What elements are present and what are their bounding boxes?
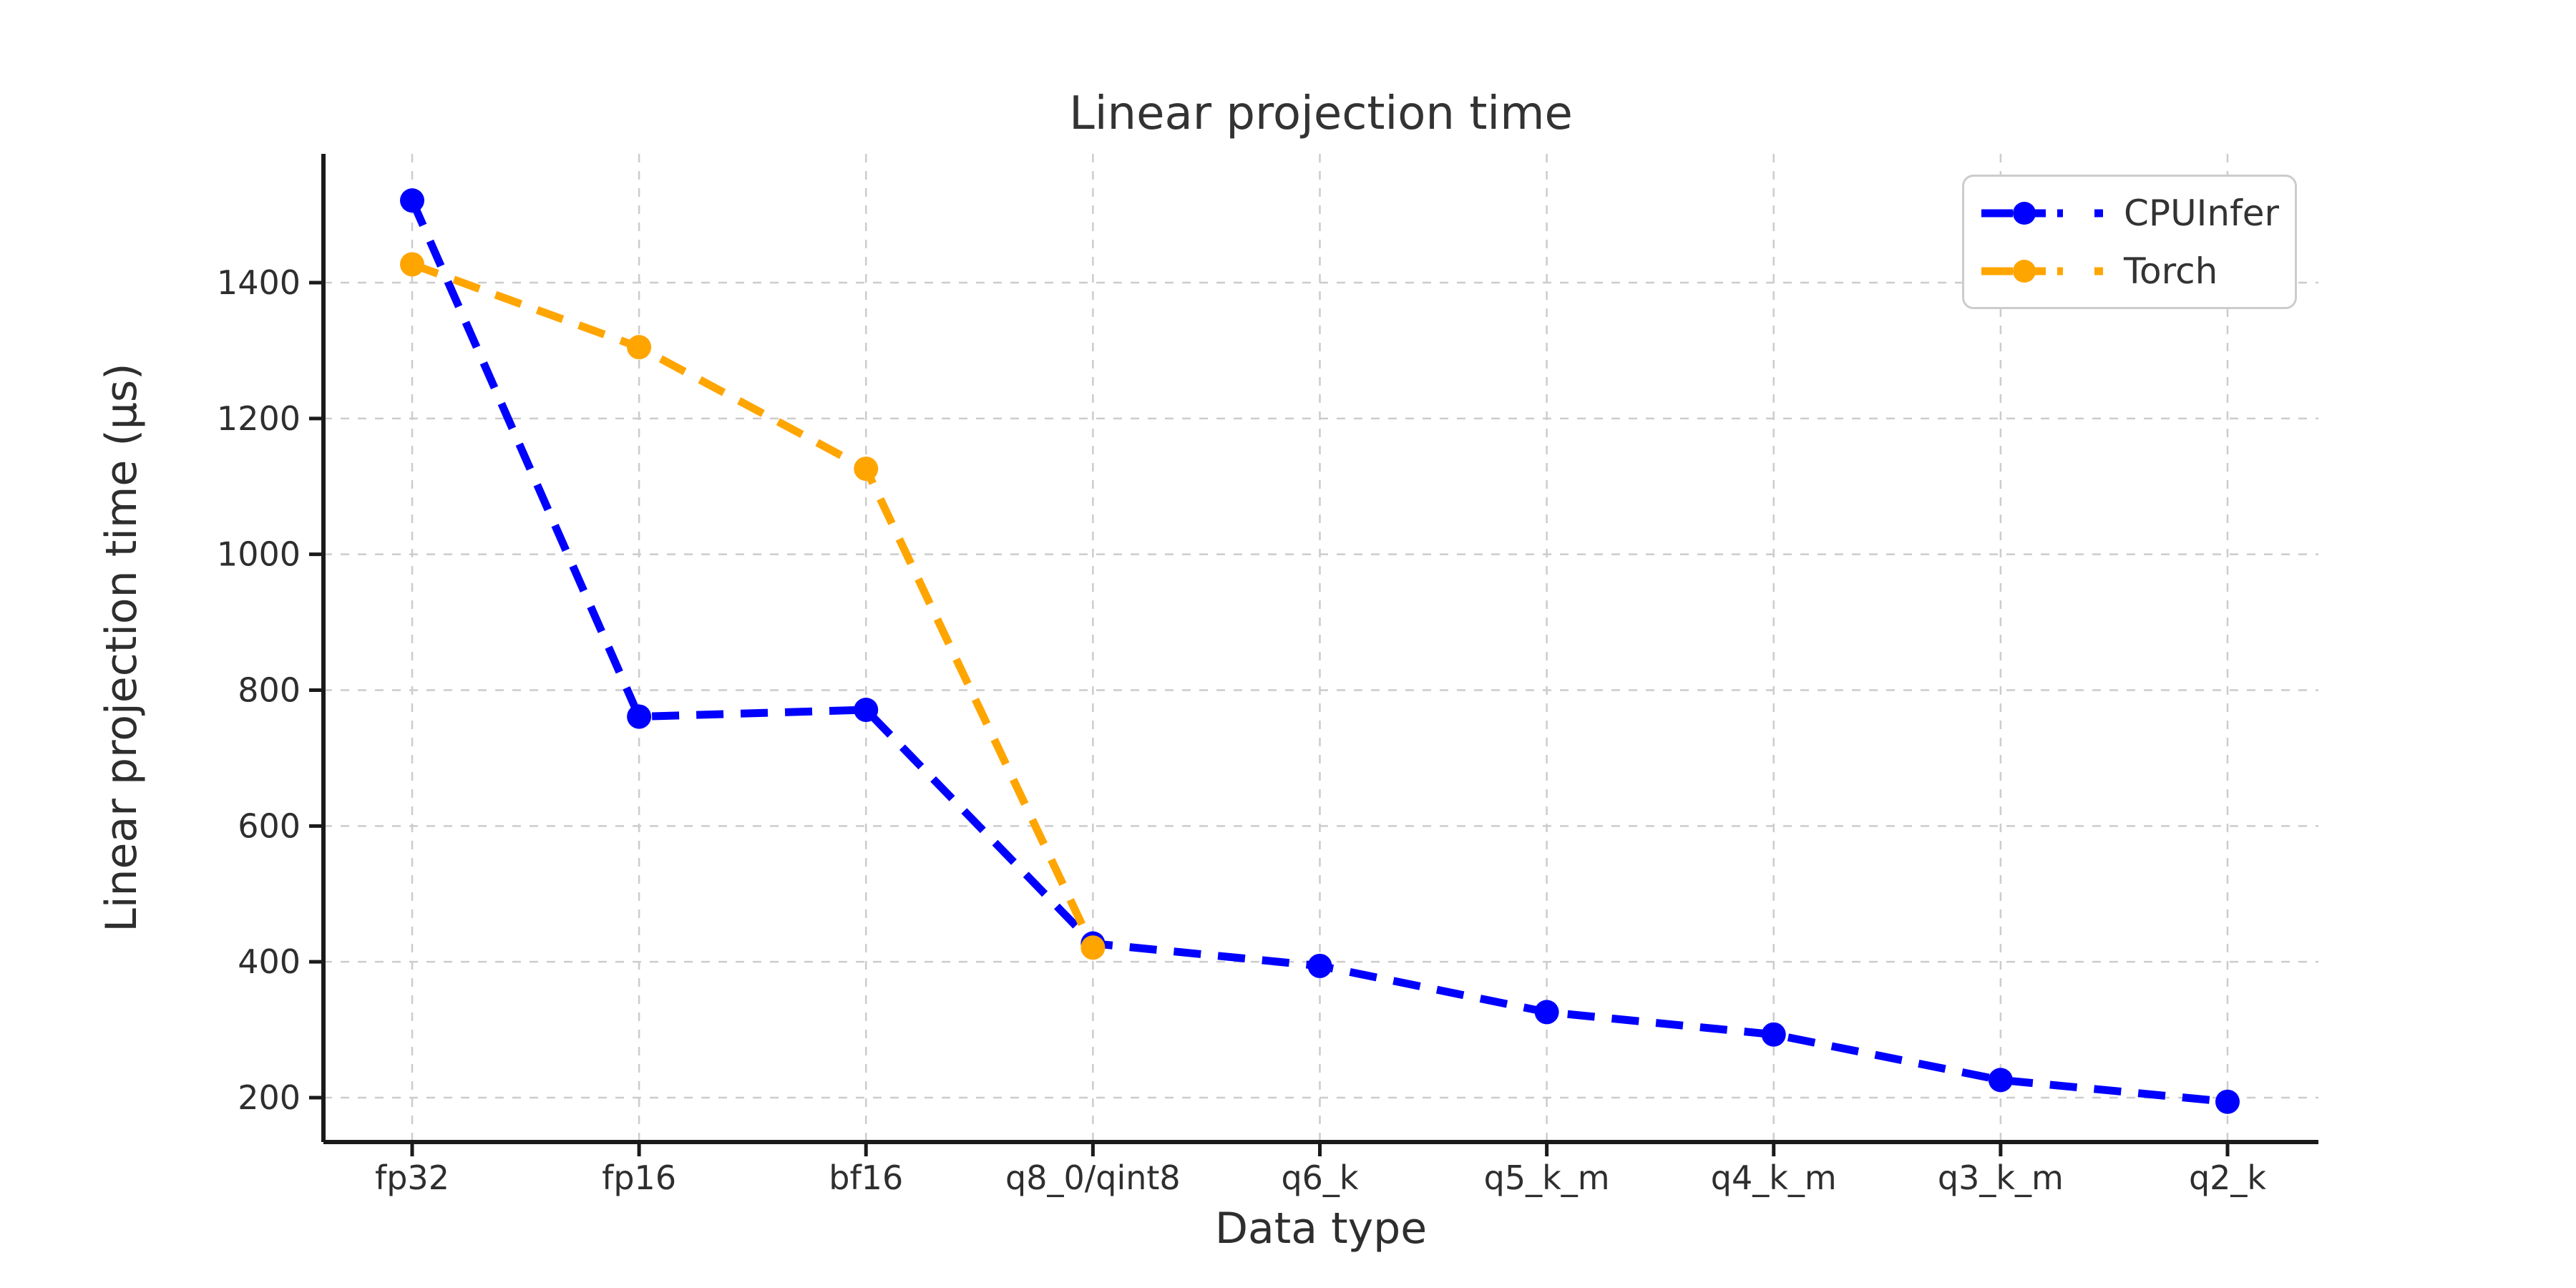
legend-entry-torch: Torch [1980,250,2295,292]
x-tick-label: q8_0/qint8 [1005,1158,1181,1197]
x-axis-label: Data type [1214,1204,1428,1254]
data-point-cpuinfer-q4_k_m [1761,1022,1786,1047]
legend: CPUInfer Torch [1962,175,2297,309]
x-tick-label: q5_k_m [1484,1158,1610,1197]
x-tick-label: q3_k_m [1938,1158,2064,1197]
y-tick-label: 600 [238,806,301,845]
data-point-cpuinfer-fp32 [400,188,424,213]
x-tick-label: q2_k [2189,1158,2266,1197]
legend-entry-cpuinfer: CPUInfer [1980,192,2295,234]
data-point-cpuinfer-q6_k [1307,953,1332,978]
y-tick-label: 1400 [217,263,301,302]
data-point-torch-bf16 [854,457,879,482]
data-point-torch-fp32 [400,252,424,277]
y-tick-label: 400 [238,942,301,981]
data-point-torch-fp16 [627,335,652,360]
y-tick-label: 200 [238,1078,301,1117]
x-tick-label: fp16 [602,1158,676,1197]
data-point-torch-q8_0/qint8 [1080,935,1106,960]
data-point-cpuinfer-q5_k_m [1534,1000,1559,1025]
data-point-cpuinfer-fp16 [627,704,652,729]
x-tick-label: fp32 [375,1158,449,1197]
series-line-torch [411,260,1097,950]
legend-line-marker-icon [1981,259,2103,283]
legend-label-torch: Torch [2124,250,2218,292]
data-point-cpuinfer-q3_k_m [1988,1068,2013,1093]
y-tick-label: 1000 [217,535,301,574]
data-point-cpuinfer-q2_k [2215,1089,2240,1114]
legend-line-marker-icon [1981,201,2103,225]
y-tick-label: 800 [238,670,301,709]
legend-label-cpuinfer: CPUInfer [2124,192,2280,234]
x-tick-label: bf16 [829,1158,903,1197]
chart-title: Linear projection time [1069,87,1573,140]
x-tick-label: q4_k_m [1711,1158,1837,1197]
data-point-cpuinfer-bf16 [854,698,879,723]
x-tick-label: q6_k [1281,1158,1358,1197]
y-tick-label: 1200 [217,399,301,438]
